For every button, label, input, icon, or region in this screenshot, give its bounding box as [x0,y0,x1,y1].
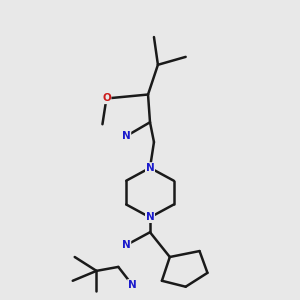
Text: N: N [146,212,154,222]
Text: N: N [146,163,154,173]
Text: N: N [128,280,136,290]
Text: N: N [122,240,130,250]
Text: N: N [122,131,130,141]
Text: O: O [102,94,111,103]
